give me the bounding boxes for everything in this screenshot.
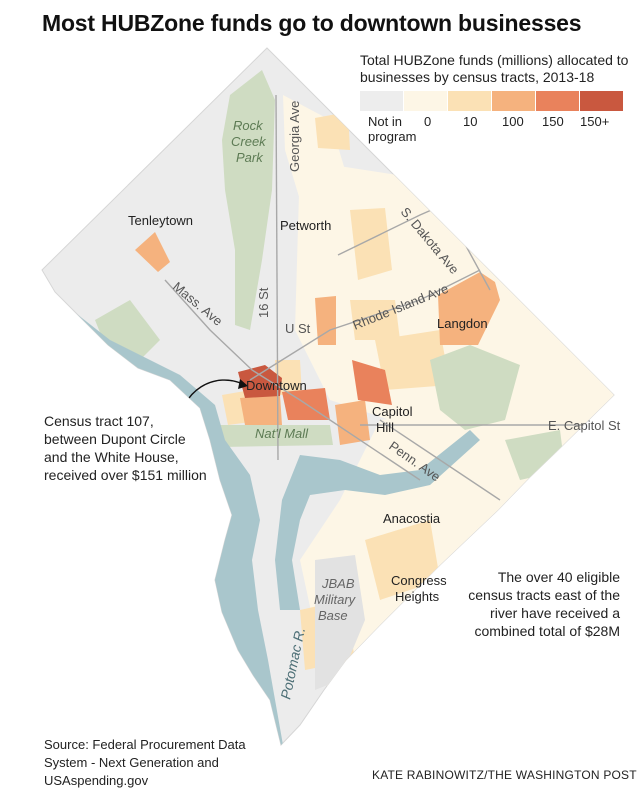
label-e-capitol-st: E. Capitol St <box>548 418 621 433</box>
annotation-line: and the White House, <box>44 449 179 465</box>
swatch-0 <box>404 91 447 111</box>
label-petworth: Petworth <box>280 218 331 233</box>
swatch-10 <box>448 91 491 111</box>
tract-medium-tenley <box>135 232 170 272</box>
annotation-line: received over $151 million <box>44 467 207 483</box>
park-anacostia <box>430 345 520 430</box>
legend-label-100: 100 <box>502 114 524 129</box>
legend-swatches <box>360 91 630 111</box>
annotation-line: river have received a <box>490 605 620 621</box>
annotation-line: census tracts east of the <box>468 587 620 603</box>
label-congress-heights: Congress Heights <box>391 573 447 604</box>
base-jbab <box>315 555 365 690</box>
label-tenleytown: Tenleytown <box>128 213 193 228</box>
label-16-st: 16 St <box>256 287 271 318</box>
annotation-line: between Dupont Circle <box>44 431 186 447</box>
annotation-line: Census tract 107, <box>44 413 154 429</box>
tract-light-1 <box>315 112 350 150</box>
callout-arrowhead <box>238 379 248 389</box>
park-rock-creek <box>222 70 275 330</box>
legend-title: Total HUBZone funds (millions) allocated… <box>360 52 630 86</box>
tract-light-2 <box>350 208 392 280</box>
source-line: Source: Federal Procurement Data <box>44 737 246 752</box>
tract-light-8 <box>275 360 302 395</box>
label-natl-mall: Nat'l Mall <box>255 426 309 441</box>
tract-light-3 <box>375 330 450 390</box>
tract-dark-noma <box>352 360 392 405</box>
legend-label-0: 0 <box>424 114 432 129</box>
label-georgia-ave: Georgia Ave <box>287 101 302 172</box>
tract-medium-dt2 <box>240 395 282 425</box>
source-note: Source: Federal Procurement Data System … <box>44 736 246 790</box>
legend-label-150plus: 150+ <box>580 114 610 129</box>
label-u-st: U St <box>285 321 311 336</box>
credit-line: KATE RABINOWITZ/THE WASHINGTON POST <box>372 768 637 782</box>
legend-title-line1: Total HUBZone funds (millions) allocated… <box>360 52 629 68</box>
annotation-east-of-river: The over 40 eligible census tracts east … <box>465 568 620 640</box>
annotation-line: The over 40 eligible <box>497 569 620 585</box>
label-capitol-hill: Capitol Hill <box>372 404 413 435</box>
tract-light-4 <box>350 300 400 340</box>
tract-107 <box>238 365 282 398</box>
swatch-not-in-program <box>360 91 403 111</box>
label-jbab: JBAB Military Base <box>314 576 357 623</box>
legend-label-150: 150 <box>542 114 564 129</box>
legend-title-line2: businesses by census tracts, 2013-18 <box>360 69 595 85</box>
legend-label-not-in-program: Not in program <box>368 114 417 144</box>
roads <box>164 94 614 501</box>
tract-medium-langdon <box>438 272 500 345</box>
source-line: System - Next Generation and <box>44 755 219 770</box>
park-natl-mall <box>220 425 333 447</box>
swatch-150plus <box>580 91 623 111</box>
legend-label-10: 10 <box>463 114 478 129</box>
tract-medium-ustreet <box>315 296 336 345</box>
chart-title: Most HUBZone funds go to downtown busine… <box>42 10 582 36</box>
source-line: USAspending.gov <box>44 773 149 788</box>
river-anacostia <box>275 430 480 610</box>
swatch-150 <box>536 91 579 111</box>
annotation-line: combined total of $28M <box>474 623 620 639</box>
legend: Total HUBZone funds (millions) allocated… <box>360 52 630 148</box>
label-anacostia: Anacostia <box>383 511 441 526</box>
label-rock-creek: Rock Creek Park <box>231 118 267 165</box>
annotation-tract-107: Census tract 107, between Dupont Circle … <box>44 412 207 484</box>
legend-labels: Not in program 0 10 100 150 150+ <box>360 114 630 148</box>
tract-medium-capitol <box>335 400 370 445</box>
swatch-100 <box>492 91 535 111</box>
label-downtown: Downtown <box>246 378 307 393</box>
label-langdon: Langdon <box>437 316 488 331</box>
tract-light-5 <box>365 520 440 600</box>
